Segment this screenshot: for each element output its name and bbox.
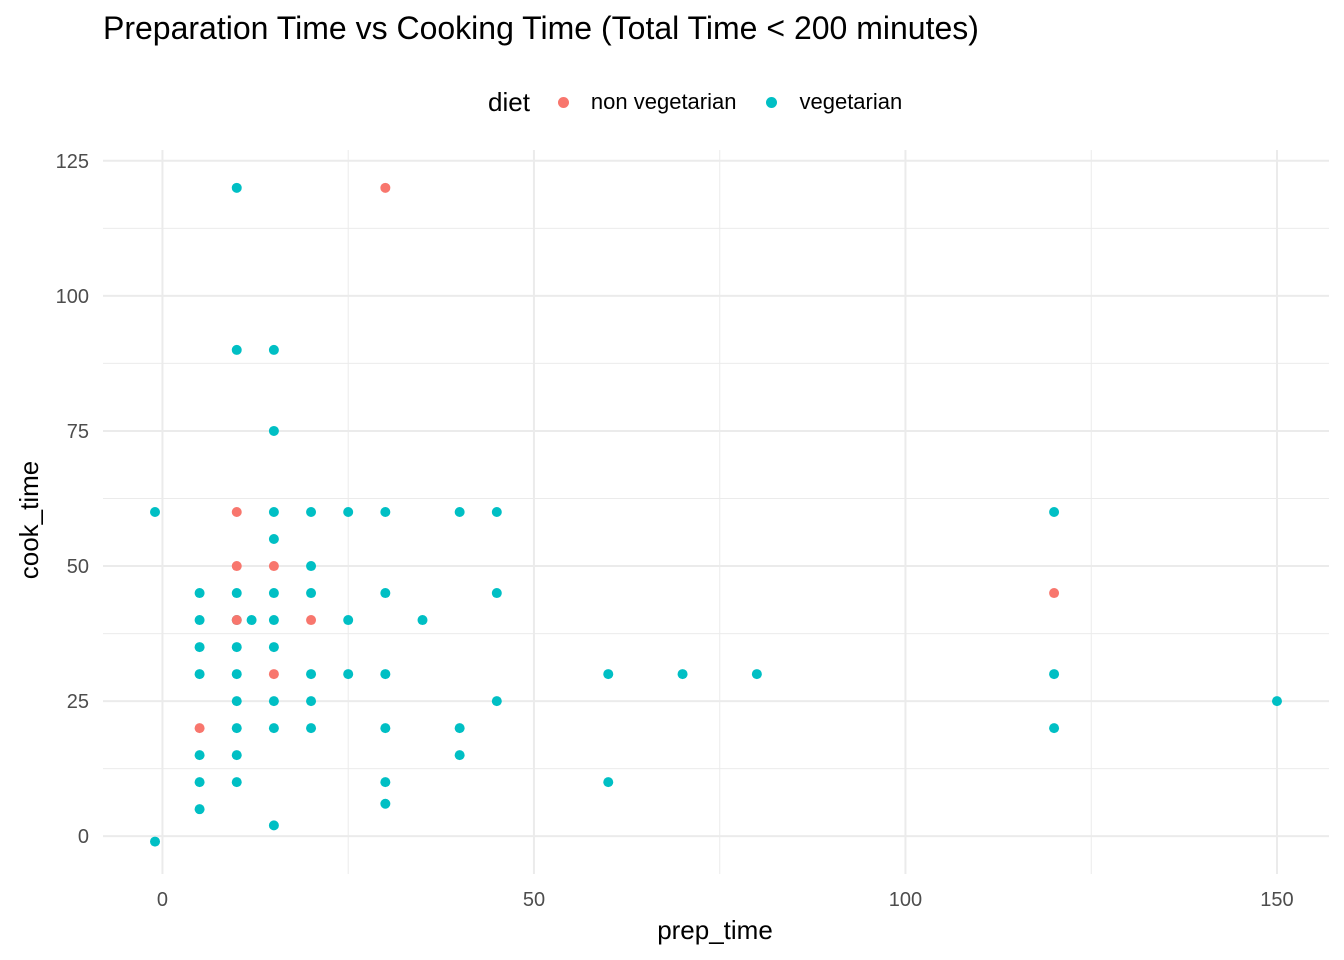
point-non-vegetarian	[194, 723, 205, 734]
point-vegetarian	[231, 723, 242, 734]
point-vegetarian	[417, 615, 428, 626]
point-vegetarian	[150, 836, 161, 847]
y-tick-label: 75	[67, 421, 89, 443]
point-vegetarian	[268, 615, 279, 626]
point-vegetarian	[343, 669, 354, 680]
y-axis-title: cook_time	[14, 461, 44, 580]
x-tick-label: 50	[523, 889, 545, 911]
point-vegetarian	[380, 723, 391, 734]
point-vegetarian	[380, 507, 391, 517]
grid-layer	[103, 150, 1329, 874]
point-non-vegetarian	[268, 669, 279, 680]
point-non-vegetarian	[231, 561, 242, 572]
point-vegetarian	[1271, 696, 1282, 707]
point-vegetarian	[194, 615, 205, 626]
y-tick-label: 100	[56, 286, 89, 308]
x-axis-title: prep_time	[657, 915, 773, 945]
point-vegetarian	[751, 669, 762, 680]
point-non-vegetarian	[231, 507, 242, 517]
point-vegetarian	[306, 588, 317, 599]
point-vegetarian	[343, 507, 354, 517]
y-tick-label: 0	[78, 826, 89, 848]
point-vegetarian	[454, 750, 465, 761]
point-vegetarian	[491, 588, 502, 599]
point-vegetarian	[306, 507, 317, 517]
point-vegetarian	[194, 750, 205, 761]
legend-dot-non-vegetarian	[557, 96, 569, 108]
point-vegetarian	[231, 642, 242, 653]
point-vegetarian	[268, 820, 279, 831]
x-tick-label: 100	[889, 889, 922, 911]
point-non-vegetarian	[1049, 588, 1060, 599]
point-vegetarian	[380, 798, 391, 809]
point-vegetarian	[603, 669, 614, 680]
point-vegetarian	[231, 669, 242, 680]
point-vegetarian	[231, 777, 242, 788]
y-tick-label: 125	[56, 151, 89, 173]
point-vegetarian	[150, 507, 161, 517]
legend-item-vegetarian: vegetarian	[766, 89, 902, 115]
point-vegetarian	[268, 344, 279, 355]
point-vegetarian	[306, 723, 317, 734]
legend-label-non-vegetarian: non vegetarian	[590, 89, 737, 114]
y-tick-label: 50	[67, 556, 89, 578]
point-vegetarian	[677, 669, 688, 680]
point-vegetarian	[306, 669, 317, 680]
point-vegetarian	[194, 588, 205, 599]
point-vegetarian	[268, 588, 279, 599]
point-vegetarian	[194, 669, 205, 680]
y-tick-label: 25	[67, 691, 89, 713]
point-vegetarian	[231, 344, 242, 355]
point-vegetarian	[268, 642, 279, 653]
legend-label-vegetarian: vegetarian	[799, 89, 903, 114]
point-non-vegetarian	[268, 561, 279, 572]
point-vegetarian	[246, 615, 257, 626]
point-vegetarian	[231, 696, 242, 707]
point-vegetarian	[1049, 723, 1060, 734]
point-vegetarian	[268, 696, 279, 707]
point-vegetarian	[1049, 669, 1060, 680]
tick-labels: 0 50 100 150 0 25 50 75 100 125	[56, 151, 1294, 911]
point-non-vegetarian	[231, 615, 242, 626]
legend: diet non vegetarian vegetarian	[488, 84, 932, 120]
point-vegetarian	[380, 777, 391, 788]
point-non-vegetarian	[380, 182, 391, 193]
point-vegetarian	[1049, 507, 1060, 517]
point-vegetarian	[343, 615, 354, 626]
point-vegetarian	[491, 507, 502, 517]
point-vegetarian	[194, 804, 205, 815]
point-vegetarian	[268, 507, 279, 517]
x-tick-label: 0	[157, 889, 168, 911]
legend-title: diet	[488, 86, 530, 117]
point-vegetarian	[268, 534, 279, 545]
point-vegetarian	[231, 750, 242, 761]
point-vegetarian	[380, 588, 391, 599]
point-vegetarian	[454, 723, 465, 734]
point-vegetarian	[194, 642, 205, 653]
point-non-vegetarian	[306, 615, 317, 626]
chart-title: Preparation Time vs Cooking Time (Total …	[103, 10, 979, 46]
point-vegetarian	[231, 588, 242, 599]
point-vegetarian	[454, 507, 465, 517]
point-vegetarian	[268, 425, 279, 436]
point-vegetarian	[306, 561, 317, 572]
legend-item-non-vegetarian: non vegetarian	[557, 89, 737, 115]
point-vegetarian	[491, 696, 502, 707]
legend-dot-vegetarian	[766, 96, 778, 108]
data-points	[150, 182, 1282, 847]
point-vegetarian	[268, 723, 279, 734]
x-tick-label: 150	[1260, 889, 1293, 911]
point-vegetarian	[380, 669, 391, 680]
point-vegetarian	[231, 182, 242, 193]
point-vegetarian	[603, 777, 614, 788]
point-vegetarian	[194, 777, 205, 788]
point-vegetarian	[306, 696, 317, 707]
